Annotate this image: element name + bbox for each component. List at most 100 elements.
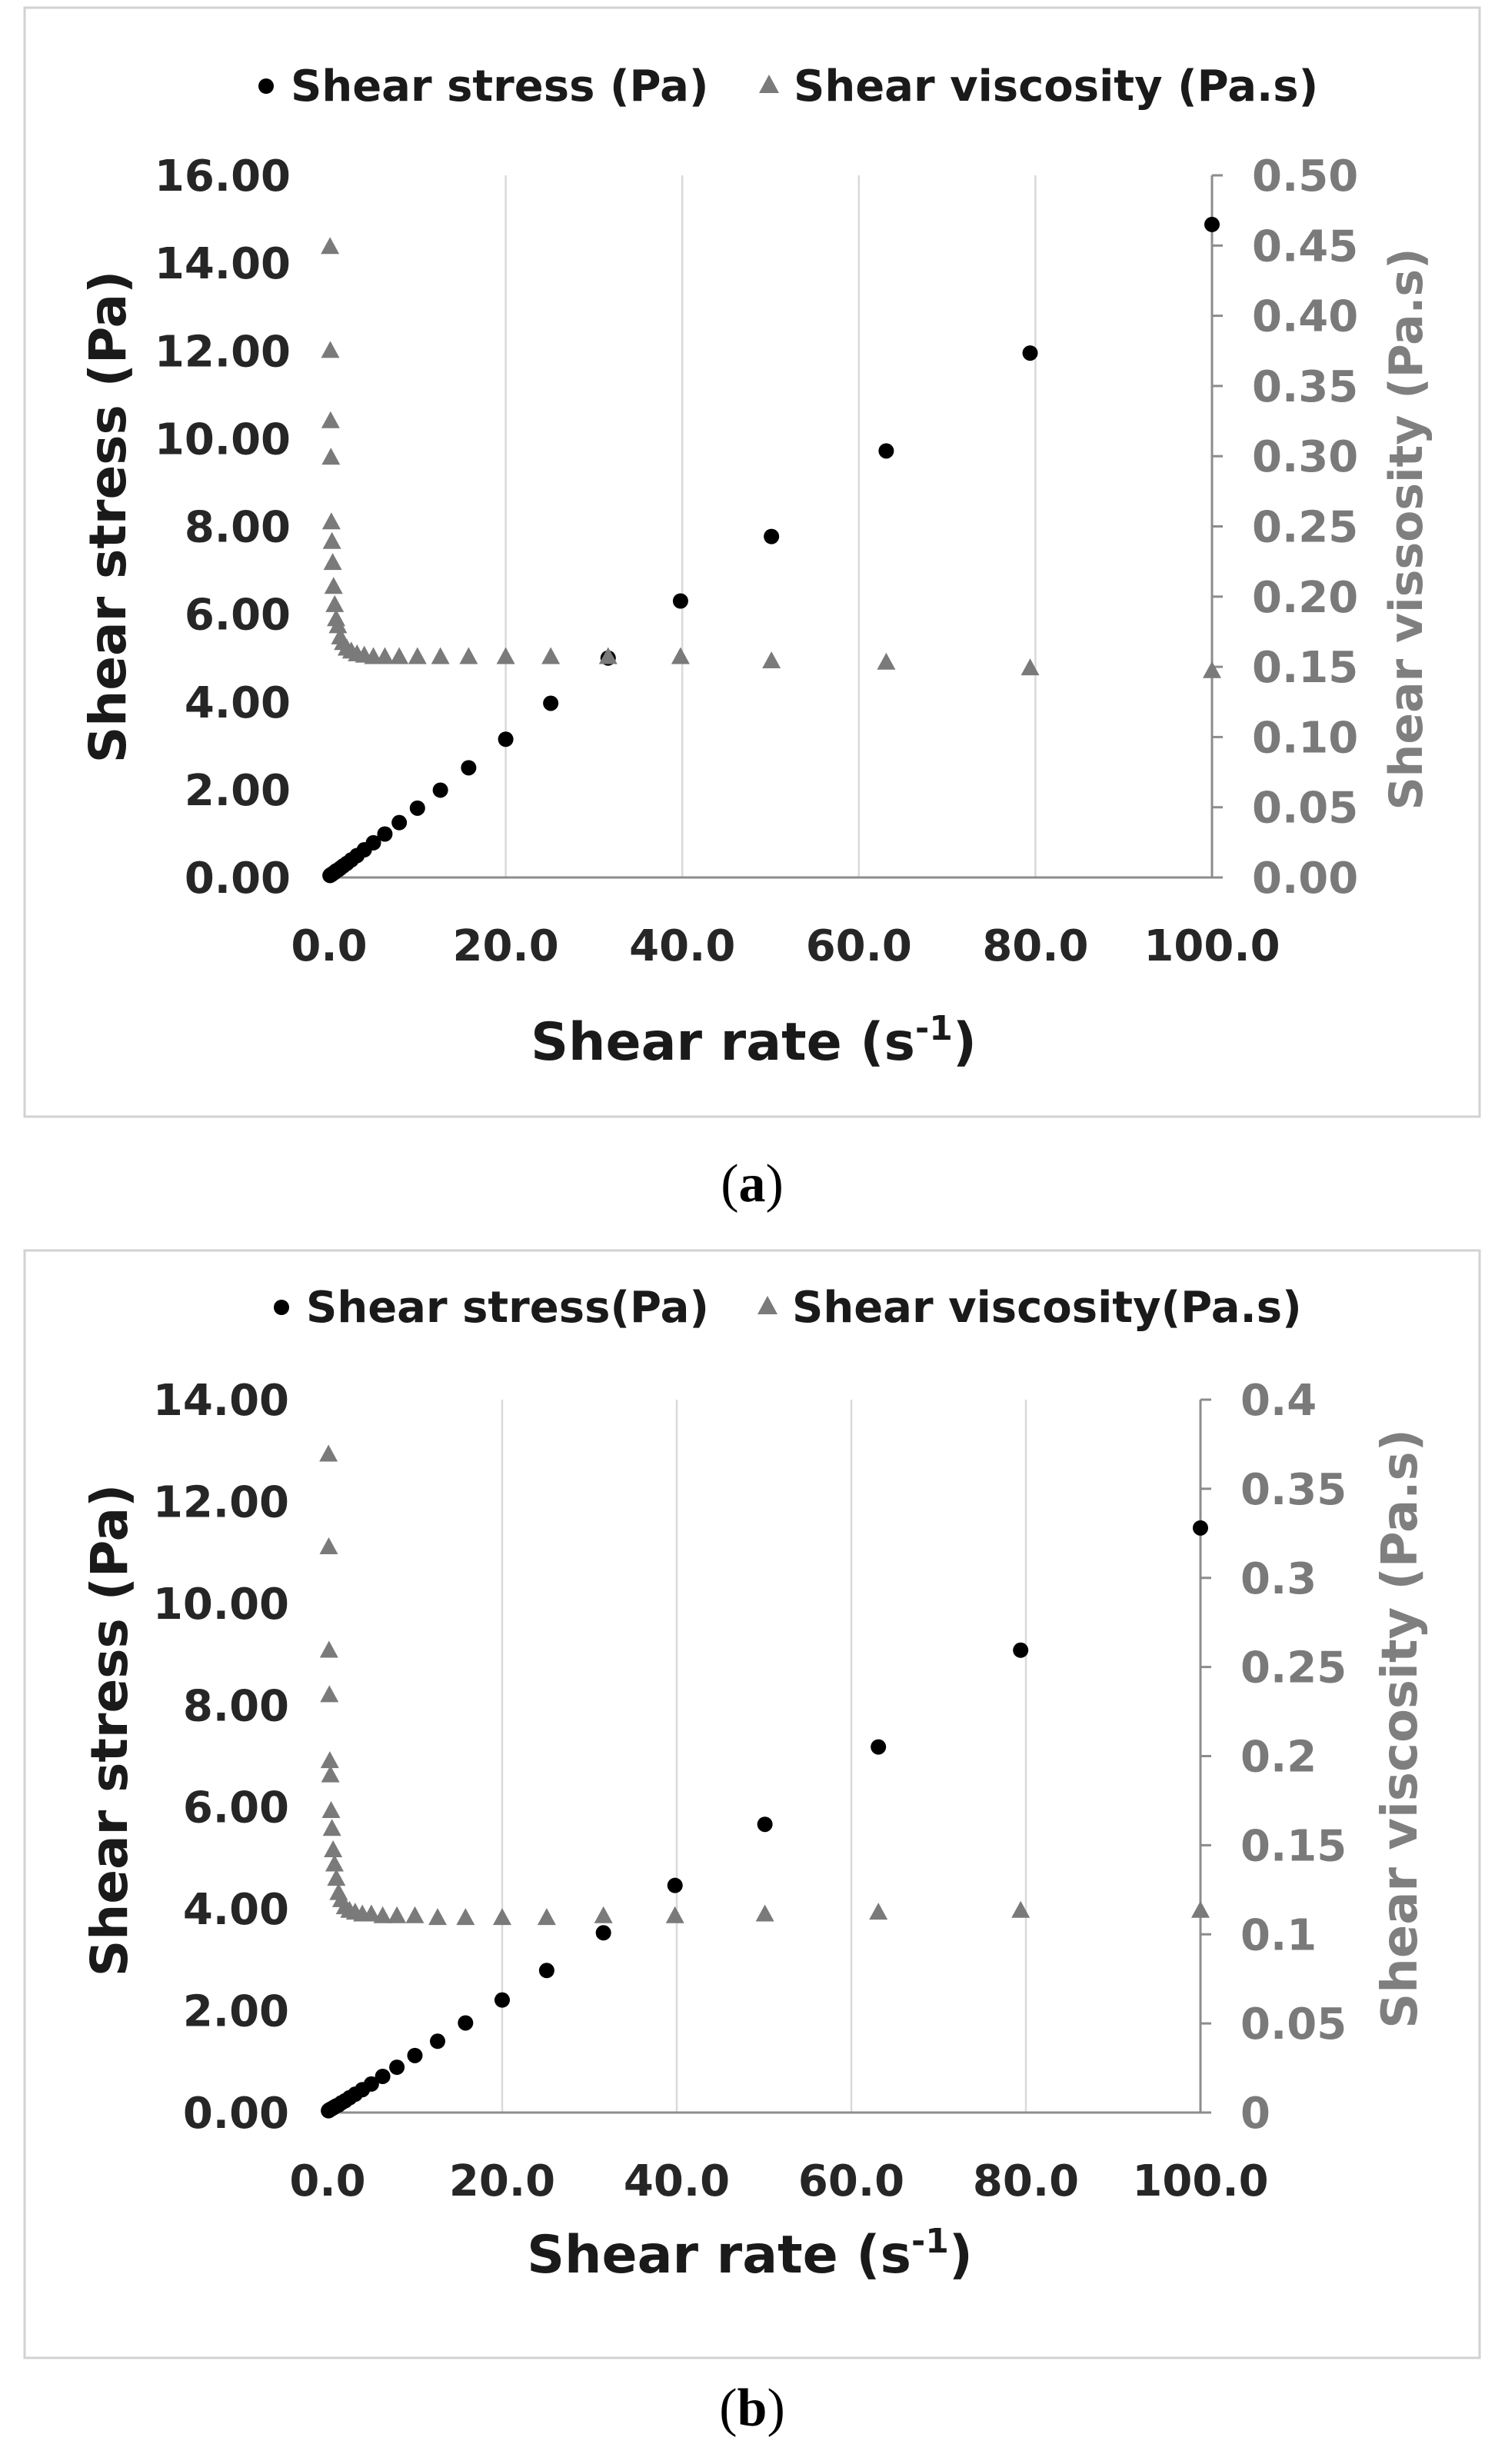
y-right-tick-label: 0.25: [1252, 503, 1358, 553]
caption-b: (b): [719, 2379, 785, 2438]
data-point-viscosity: [320, 1685, 339, 1703]
y-right-tick-label: 0.25: [1240, 1643, 1347, 1693]
data-point-viscosity: [541, 647, 561, 664]
y-left-tick-label: 8.00: [185, 503, 291, 553]
data-point-viscosity: [598, 647, 618, 664]
data-point-stress: [391, 814, 408, 831]
legend-label-series-2: Shear viscosity (Pa.s): [794, 62, 1318, 112]
data-point-viscosity: [323, 553, 342, 571]
y-axis-label-left: Shear stress (Pa): [80, 1484, 139, 1977]
ticks-x: 0.0 20.0 40.0 60.0 80.0 100.0: [291, 921, 1280, 971]
data-point-viscosity: [1021, 658, 1040, 676]
data-point-stress: [458, 2015, 474, 2031]
data-point-viscosity: [671, 647, 690, 664]
x-tick-label: 80.0: [973, 2156, 1079, 2206]
data-point-viscosity: [390, 647, 409, 664]
caption-a-text: (a): [721, 1154, 784, 1214]
data-point-viscosity: [388, 1906, 407, 1923]
data-point-viscosity: [405, 1906, 425, 1923]
data-point-viscosity: [319, 1444, 338, 1462]
data-point-viscosity: [496, 647, 515, 664]
data-point-viscosity: [431, 647, 450, 664]
data-point-viscosity: [869, 1903, 888, 1920]
y-right-tick-label: 0.30: [1252, 432, 1358, 482]
x-tick-label: 0.0: [291, 921, 367, 971]
y-left-tick-label: 10.00: [153, 1580, 289, 1630]
y-right-tick-label: 0.50: [1252, 152, 1358, 201]
x-axis-label-main: Shear rate (s: [527, 2225, 911, 2286]
legend-marker-series-2: [759, 75, 779, 93]
y-left-tick-label: 14.00: [155, 239, 291, 289]
legend-label-series-2: Shear viscosity(Pa.s): [792, 1283, 1302, 1333]
y-left-tick-label: 14.00: [153, 1376, 289, 1426]
data-point-stress: [1193, 1520, 1208, 1536]
y-left-tick-label: 12.00: [153, 1477, 289, 1527]
data-point-stress: [543, 695, 559, 711]
data-point-viscosity: [322, 1819, 341, 1836]
data-point-stress: [538, 1963, 554, 1979]
data-point-viscosity: [493, 1908, 511, 1926]
data-point-viscosity: [321, 237, 340, 255]
x-axis-label-sup: -1: [911, 2222, 949, 2261]
legend: Shear stress(Pa) Shear viscosity(Pa.s): [274, 1283, 1302, 1333]
ticks-right: 0 0.05 0.1 0.15 0.2 0.25 0.3 0.35 0.4: [1200, 1376, 1347, 2139]
y-right-tick-label: 0.1: [1240, 1910, 1317, 1960]
data-point-viscosity: [320, 1751, 339, 1769]
y-axis-label-left: Shear stress (Pa): [78, 271, 138, 764]
data-point-viscosity: [1191, 1900, 1210, 1918]
chart-frame: [23, 1249, 1481, 2359]
data-point-stress: [377, 826, 393, 842]
data-point-viscosity: [322, 531, 341, 549]
y-left-tick-label: 0.00: [183, 2089, 289, 2139]
data-point-viscosity: [361, 1904, 381, 1922]
data-point-viscosity: [594, 1906, 613, 1923]
y-right-tick-label: 0.2: [1240, 1733, 1317, 1783]
data-point-viscosity: [375, 647, 395, 664]
data-point-stress: [494, 1992, 510, 2008]
data-point-viscosity: [321, 512, 341, 530]
caption-a-letter: a: [739, 1154, 766, 1214]
data-point-viscosity: [324, 577, 343, 594]
legend: Shear stress (Pa) Shear viscosity (Pa.s): [258, 62, 1318, 112]
data-point-viscosity: [537, 1908, 556, 1926]
data-point-viscosity: [319, 1537, 338, 1555]
chart-frame: [23, 6, 1481, 1118]
data-point-stress: [1013, 1642, 1029, 1658]
ticks-left: 0.00 2.00 4.00 6.00 8.00 10.00 12.00 14.00 16.00: [155, 152, 291, 904]
marks-series-1: [321, 1520, 1208, 2119]
ticks-right: 0.00 0.05 0.10 0.15 0.20 0.25 0.30 0.35 0.40 0.45…: [1212, 152, 1358, 904]
data-point-viscosity: [1011, 1900, 1031, 1918]
y-left-tick-label: 10.00: [155, 415, 291, 464]
data-point-stress: [667, 1877, 683, 1893]
y-right-tick-label: 0.45: [1252, 221, 1358, 271]
data-point-viscosity: [321, 1801, 341, 1819]
data-point-stress: [757, 1816, 773, 1833]
x-tick-label: 60.0: [798, 2156, 904, 2206]
x-tick-label: 40.0: [624, 2156, 730, 2206]
x-axis-label-close: ): [949, 2225, 973, 2286]
y-right-tick-label: 0.35: [1240, 1465, 1347, 1515]
ticks-x: 0.0 20.0 40.0 60.0 80.0 100.0: [289, 2156, 1268, 2206]
x-tick-label: 20.0: [453, 921, 559, 971]
data-point-viscosity: [665, 1906, 684, 1923]
legend-marker-series-1: [274, 1300, 289, 1315]
x-tick-label: 100.0: [1144, 921, 1280, 971]
chart-svg-a: 0.00 2.00 4.00 6.00 8.00 10.00 12.00 14.00 16.00…: [23, 6, 1481, 1118]
data-point-viscosity: [321, 411, 340, 428]
x-tick-label: 0.0: [289, 2156, 365, 2206]
chart-panel-a: 0.00 2.00 4.00 6.00 8.00 10.00 12.00 14.00 16.00…: [23, 6, 1481, 1118]
x-axis-label: Shear rate (s-1): [531, 1009, 977, 1073]
data-point-viscosity: [321, 341, 340, 358]
data-point-viscosity: [459, 647, 478, 664]
y-right-tick-label: 0.05: [1252, 784, 1358, 834]
data-point-viscosity: [325, 1854, 344, 1872]
data-point-viscosity: [877, 652, 896, 670]
y-axis-label-right: Shear vissosity (Pa.s): [1380, 248, 1433, 810]
y-axis-label-right: Shear viscosity (Pa.s): [1372, 1429, 1429, 2029]
data-point-stress: [432, 782, 448, 798]
data-point-stress: [407, 2047, 423, 2063]
data-point-viscosity: [324, 1840, 343, 1858]
y-right-tick-label: 0.35: [1252, 362, 1358, 412]
y-left-tick-label: 4.00: [183, 1885, 289, 1935]
y-left-tick-label: 4.00: [185, 678, 291, 728]
